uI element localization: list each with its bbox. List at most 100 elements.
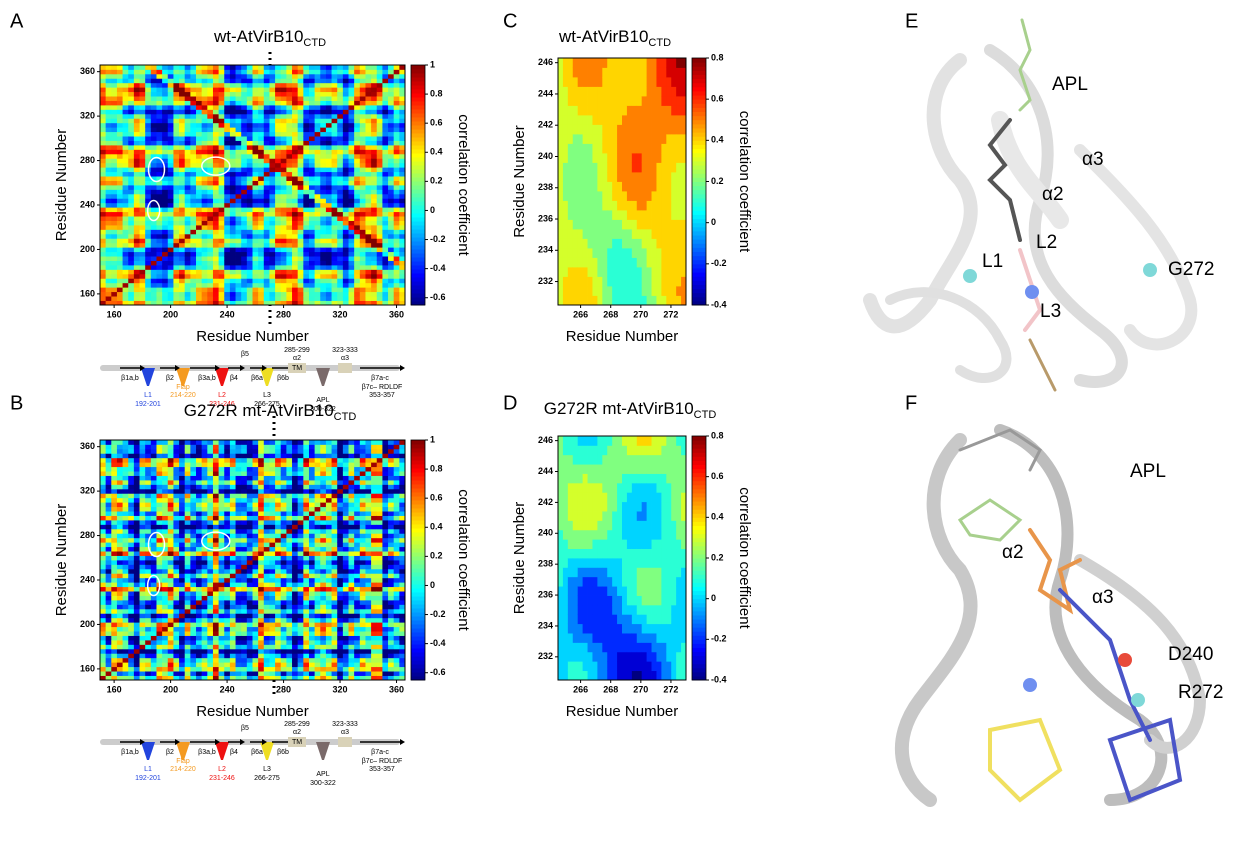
heatmap-cell [377,158,383,163]
heatmap-cell [207,123,213,128]
heatmap-cell [156,658,162,663]
heatmap-cell [275,234,281,239]
heatmap-cell [286,636,292,641]
heatmap-cell [230,476,236,481]
heatmap-cell [258,172,264,177]
heatmap-cell [156,234,162,239]
heatmap-cell [303,69,309,74]
heatmap-cell [236,234,242,239]
heatmap-cell [151,524,157,529]
heatmap-cell [399,234,405,239]
heatmap-cell [264,141,270,146]
heatmap-cell [123,489,129,494]
heatmap-cell [106,287,112,292]
heatmap-cell [258,141,264,146]
heatmap-cell [207,132,213,137]
heatmap-cell [269,212,275,217]
heatmap-cell [236,573,242,578]
heatmap-cell [111,631,117,636]
heatmap-cell [185,149,191,154]
heatmap-cell [275,578,281,583]
heatmap-cell [179,141,185,146]
colorbar-cell [411,137,425,142]
heatmap-cell [382,109,388,114]
heatmap-cell [292,181,298,186]
heatmap-cell [213,462,219,467]
heatmap-cell [269,600,275,605]
heatmap-cell [196,256,202,261]
heatmap-cell [185,74,191,79]
heatmap-cell [224,458,230,463]
heatmap-cell [332,238,338,243]
heatmap-cell [258,538,264,543]
heatmap-cell [162,524,168,529]
heatmap-cell [337,283,343,288]
heatmap-cell [275,533,281,538]
heatmap-cell [151,132,157,137]
heatmap-cell [303,132,309,137]
heatmap-cell [281,207,287,212]
heatmap-cell [275,189,281,194]
heatmap-cell [100,582,106,587]
heatmap-cell [123,538,129,543]
heatmap-cell [377,167,383,172]
heatmap-cell [332,145,338,150]
heatmap-cell [151,69,157,74]
heatmap-cell [134,194,140,199]
heatmap-cell [253,221,259,226]
heatmap-cell [286,149,292,154]
heatmap-cell [332,136,338,141]
heatmap-cell [377,87,383,92]
heatmap-cell [354,256,360,261]
heatmap-cell [123,216,129,221]
heatmap-cell [258,653,264,658]
heatmap-cell [219,269,225,274]
heatmap-cell [185,69,191,74]
heatmap-cell [281,547,287,552]
heatmap-cell [241,78,247,83]
heatmap-cell [123,644,129,649]
heatmap-cell [185,132,191,137]
heatmap-cell [145,640,151,645]
heatmap-cell [253,458,259,463]
heatmap-cell [156,101,162,106]
heatmap-cell [371,141,377,146]
heatmap-cell [145,92,151,97]
heatmap-cell [106,149,112,154]
heatmap-cell [388,261,394,266]
heatmap-cell [309,167,315,172]
heatmap-cell [106,69,112,74]
heatmap-cell [382,296,388,301]
heatmap-cell [264,69,270,74]
heatmap-cell [140,453,146,458]
topology-label: L3 [263,392,271,399]
heatmap-cell [179,591,185,596]
heatmap-cell [145,252,151,257]
heatmap-cell [275,618,281,623]
heatmap-cell [286,622,292,627]
heatmap-cell [185,65,191,70]
heatmap-cell [196,194,202,199]
heatmap-cell [100,596,106,601]
heatmap-cell [264,176,270,181]
heatmap-cell [185,498,191,503]
heatmap-cell [224,105,230,110]
heatmap-cell [269,440,275,445]
heatmap-cell [145,83,151,88]
heatmap-cell [162,96,168,101]
heatmap-cell [145,181,151,186]
heatmap-cell [382,83,388,88]
heatmap-cell [140,176,146,181]
heatmap-cell [100,524,106,529]
heatmap-cell [106,529,112,534]
heatmap-cell [275,582,281,587]
heatmap-cell [360,234,366,239]
heatmap-cell [292,573,298,578]
heatmap-cell [275,252,281,257]
heatmap-cell [151,238,157,243]
heatmap-cell [185,172,191,177]
heatmap-cell [247,556,253,561]
heatmap-cell [219,467,225,472]
heatmap-cell [258,578,264,583]
heatmap-cell [202,524,208,529]
